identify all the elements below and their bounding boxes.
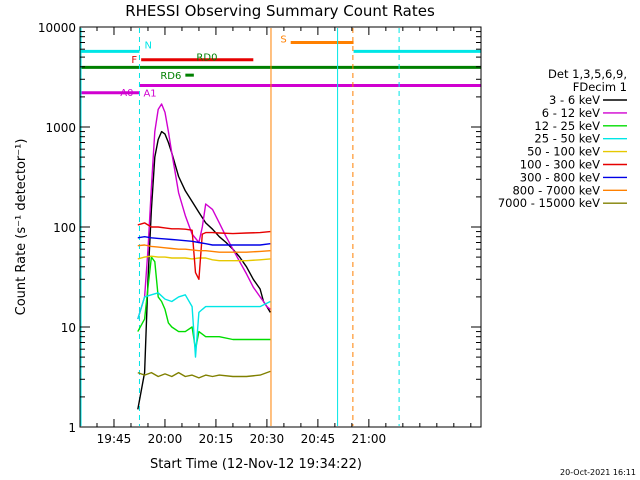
x-axis-label: Start Time (12-Nov-12 19:34:22) xyxy=(150,457,362,472)
flag-label: RD0 xyxy=(196,53,217,64)
instrument-flags: N S F RD0 RD6 A0 A1 xyxy=(80,34,481,100)
y-axis-label: Count Rate (s⁻¹ detector⁻¹) xyxy=(14,139,29,316)
flag-label: S xyxy=(280,34,286,45)
y-tick-label: 10000 xyxy=(38,21,76,35)
series-line xyxy=(137,130,271,410)
y-tick-label: 1000 xyxy=(45,121,76,135)
x-tick-label: 20:30 xyxy=(250,432,285,446)
legend-entry-label: 25 - 50 keV xyxy=(534,132,600,146)
chart-title: RHESSI Observing Summary Count Rates xyxy=(125,2,435,20)
flag-label: A0 xyxy=(120,88,133,99)
series-line xyxy=(137,222,271,280)
legend-entry-label: 300 - 800 keV xyxy=(520,170,600,184)
x-tick-label: 20:15 xyxy=(199,432,234,446)
series-line xyxy=(137,256,271,350)
series-line xyxy=(137,255,271,262)
flag-label: N xyxy=(144,40,151,51)
legend-entry-label: 100 - 300 keV xyxy=(520,158,600,172)
y-tick-label: 100 xyxy=(53,221,76,235)
legend-entry-label: 800 - 7000 keV xyxy=(512,183,600,197)
y-tick-label: 1 xyxy=(68,421,76,435)
series-line xyxy=(137,292,271,358)
x-tick-label: 20:45 xyxy=(301,432,336,446)
axes: 19:45 20:00 20:15 20:30 20:45 21:00 1 10 100 1000… xyxy=(38,21,481,446)
series-line xyxy=(137,103,271,320)
series-group xyxy=(137,103,271,410)
flag-label: A1 xyxy=(143,89,156,100)
series-line xyxy=(137,235,271,246)
legend-entry-label: 7000 - 15000 keV xyxy=(498,196,600,210)
flag-label: F xyxy=(131,55,137,66)
timestamp: 20-Oct-2021 16:11 xyxy=(560,468,636,477)
legend-entry-label: 12 - 25 keV xyxy=(534,119,600,133)
series-line xyxy=(137,370,271,379)
y-tick-label: 10 xyxy=(61,321,76,335)
x-tick-label: 19:45 xyxy=(97,432,132,446)
legend-header: Det 1,3,5,6,9, xyxy=(548,67,627,81)
vertical-markers xyxy=(80,28,400,426)
legend-entry-label: 6 - 12 keV xyxy=(542,106,600,120)
legend-header: FDecim 1 xyxy=(573,80,627,94)
legend-entry-label: 3 - 6 keV xyxy=(549,93,600,107)
flag-label: RD6 xyxy=(160,71,181,82)
x-tick-label: 21:00 xyxy=(352,432,387,446)
series-line xyxy=(137,244,271,253)
legend-entry-label: 50 - 100 keV xyxy=(527,145,600,159)
x-tick-label: 20:00 xyxy=(148,432,183,446)
